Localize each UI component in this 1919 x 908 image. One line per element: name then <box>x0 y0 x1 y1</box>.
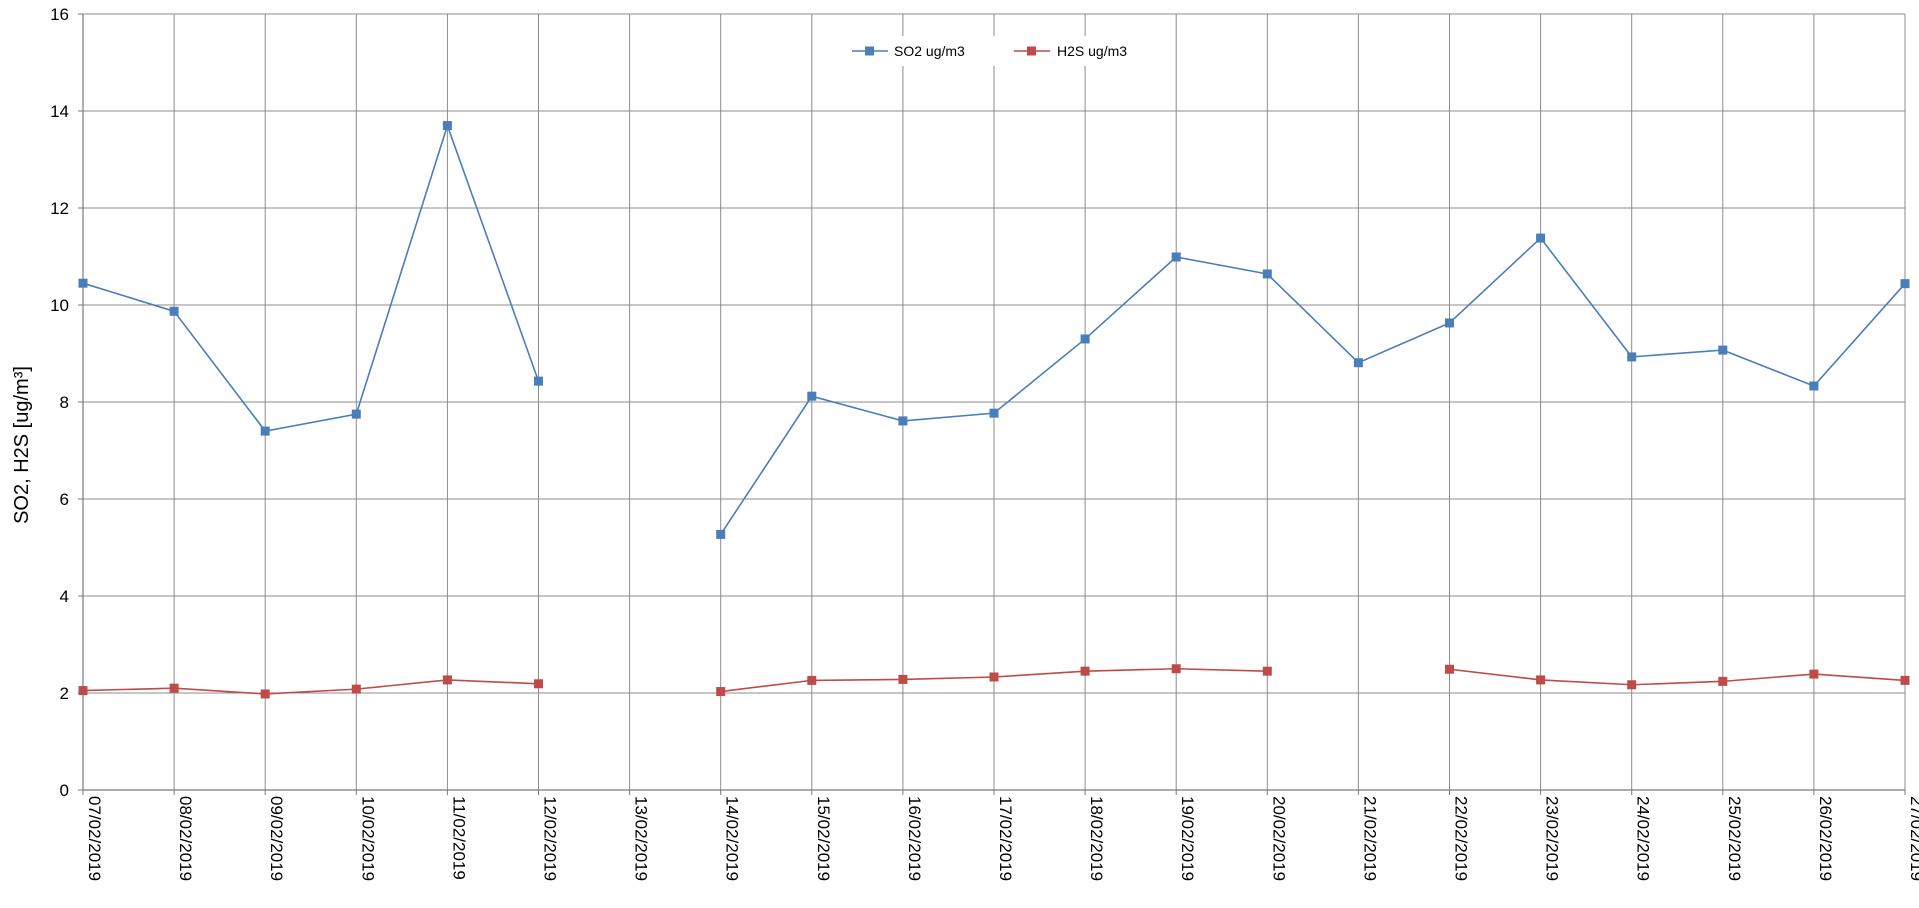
data-point <box>1536 675 1546 685</box>
data-point <box>1718 676 1728 686</box>
legend-label-so2: SO2 ug/m3 <box>894 43 965 59</box>
y-tick-label: 4 <box>60 587 69 606</box>
x-axis-ticks: 07/02/2019 08/02/2019 09/02/2019 10/02/2019… <box>82 790 1919 881</box>
y-axis-ticks: 0 2 4 6 8 10 12 14 16 <box>50 5 83 800</box>
data-point <box>1080 334 1090 344</box>
data-point <box>260 689 270 699</box>
data-point <box>1171 252 1181 262</box>
data-point <box>169 306 179 316</box>
data-point <box>989 408 999 418</box>
legend-marker-so2 <box>865 46 874 56</box>
x-tick-label: 23/02/2019 <box>1543 796 1562 881</box>
x-tick-label: 09/02/2019 <box>267 796 286 881</box>
data-point <box>78 278 88 288</box>
data-point <box>1353 358 1363 368</box>
x-tick-label: 10/02/2019 <box>358 796 377 881</box>
legend-label-h2s: H2S ug/m3 <box>1057 43 1127 59</box>
x-tick-label: 17/02/2019 <box>996 796 1015 881</box>
data-point <box>1809 669 1819 679</box>
data-point <box>1536 233 1546 243</box>
x-tick-label: 20/02/2019 <box>1269 796 1288 881</box>
data-point <box>989 672 999 682</box>
x-tick-label: 08/02/2019 <box>176 796 195 881</box>
legend: SO2 ug/m3 H2S ug/m3 <box>822 36 1152 66</box>
data-point <box>716 529 726 539</box>
data-point <box>1080 666 1090 676</box>
data-point <box>1262 269 1272 279</box>
series-line <box>1449 668 1906 686</box>
x-tick-label: 07/02/2019 <box>85 796 104 881</box>
y-tick-label: 16 <box>50 5 69 24</box>
data-point <box>1171 664 1181 674</box>
x-tick-label: 13/02/2019 <box>632 796 651 881</box>
data-point <box>442 121 452 131</box>
x-tick-label: 15/02/2019 <box>814 796 833 881</box>
x-tick-label: 18/02/2019 <box>1087 796 1106 881</box>
data-point <box>1262 666 1272 676</box>
x-tick-label: 19/02/2019 <box>1178 796 1197 881</box>
legend-item-h2s: H2S ug/m3 <box>1014 43 1127 59</box>
x-tick-label: 21/02/2019 <box>1360 796 1379 881</box>
data-point <box>898 416 908 426</box>
data-point <box>351 684 361 694</box>
data-point <box>807 675 817 685</box>
x-tick-label: 24/02/2019 <box>1634 796 1653 881</box>
data-point <box>1445 318 1454 328</box>
x-tick-label: 26/02/2019 <box>1816 796 1835 881</box>
series-line <box>720 236 1906 535</box>
data-point <box>534 679 543 689</box>
data-point <box>1900 279 1910 289</box>
series <box>78 121 1910 699</box>
data-point <box>807 391 817 401</box>
data-point <box>78 686 88 696</box>
y-tick-label: 6 <box>60 490 69 509</box>
data-point <box>716 687 726 697</box>
y-tick-label: 14 <box>50 102 69 121</box>
data-point <box>898 674 908 684</box>
series-line <box>82 679 539 695</box>
y-tick-label: 0 <box>60 781 69 800</box>
x-tick-label: 27/02/2019 <box>1907 796 1919 881</box>
data-point <box>169 683 179 693</box>
x-tick-label: 12/02/2019 <box>541 796 560 881</box>
series-line <box>82 123 540 432</box>
series-1 <box>78 664 1910 699</box>
data-point <box>442 675 452 685</box>
data-point <box>1627 352 1637 362</box>
data-point <box>1627 680 1637 690</box>
data-point <box>534 376 543 386</box>
data-point <box>260 426 270 436</box>
series-0 <box>78 121 1910 539</box>
legend-item-so2: SO2 ug/m3 <box>852 43 965 59</box>
y-tick-label: 10 <box>50 296 69 315</box>
data-point <box>1445 664 1454 674</box>
x-tick-label: 16/02/2019 <box>905 796 924 881</box>
data-point <box>1900 675 1910 685</box>
x-tick-label: 25/02/2019 <box>1725 796 1744 881</box>
x-tick-label: 22/02/2019 <box>1452 796 1471 881</box>
y-axis-title: SO2, H2S [ug/m³] <box>11 366 33 524</box>
data-point <box>1718 345 1728 355</box>
y-tick-label: 12 <box>50 199 69 218</box>
x-tick-label: 14/02/2019 <box>723 796 742 881</box>
data-point <box>351 409 361 419</box>
legend-marker-h2s <box>1027 46 1036 56</box>
y-tick-label: 8 <box>60 393 69 412</box>
x-tick-label: 11/02/2019 <box>449 796 468 880</box>
y-tick-label: 2 <box>60 684 69 703</box>
data-point <box>1809 381 1819 391</box>
